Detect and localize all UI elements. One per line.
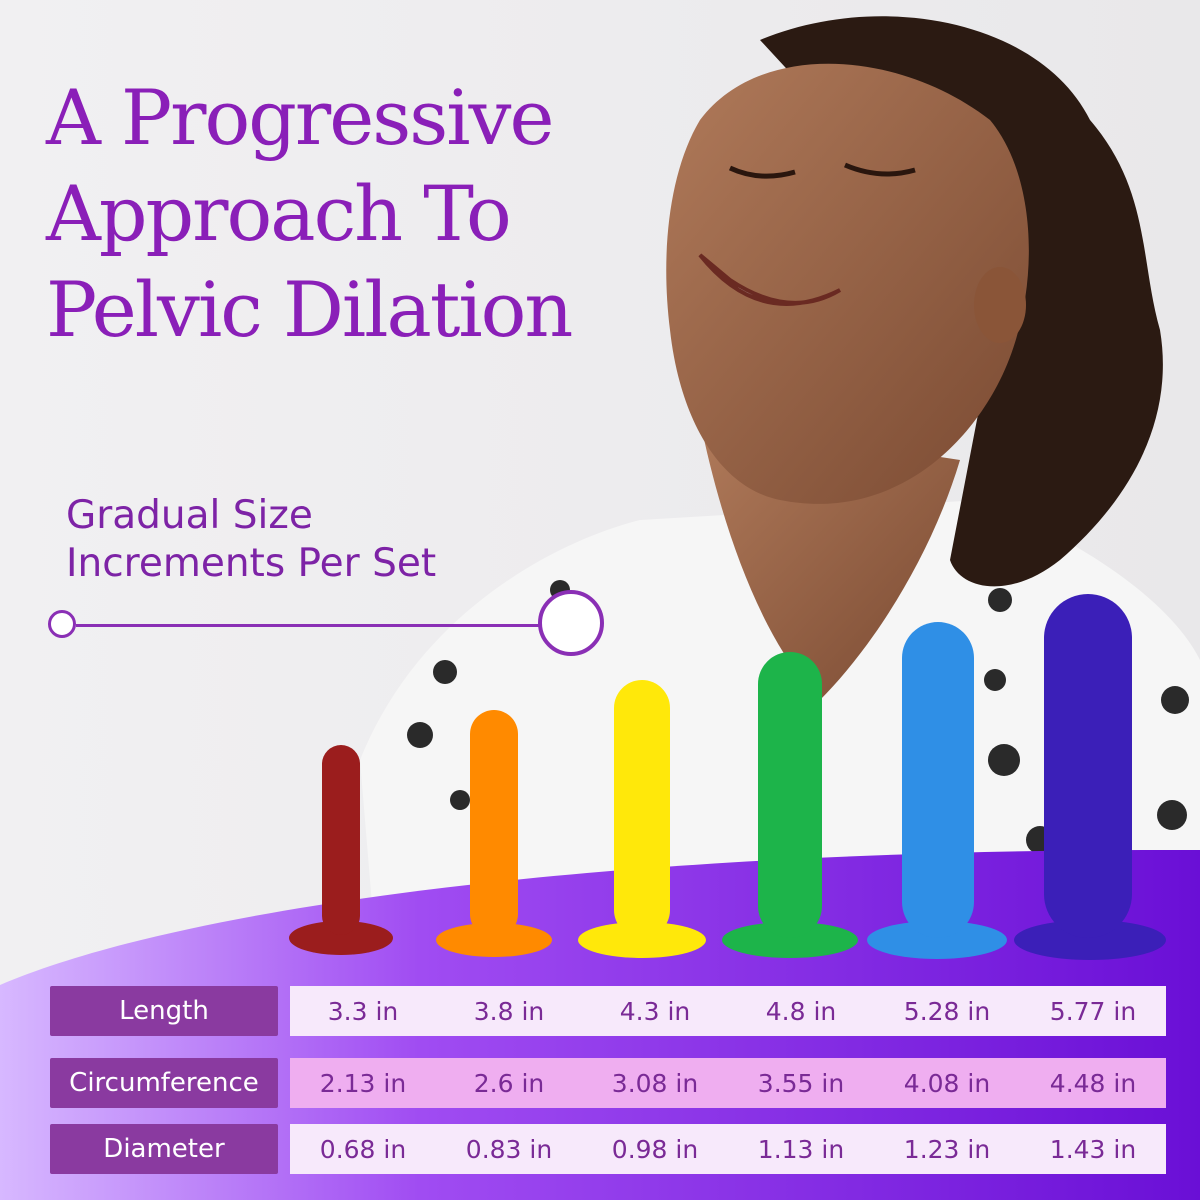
- table-cell: 1.23 in: [903, 1134, 991, 1164]
- table-cell: 3.08 in: [611, 1068, 699, 1098]
- table-cell: 2.13 in: [319, 1068, 407, 1098]
- row-label-circumference: Circumference: [50, 1058, 278, 1108]
- subhead: Gradual Size Increments Per Set: [66, 492, 586, 588]
- table-cell: 5.28 in: [903, 996, 991, 1026]
- table-cell: 0.83 in: [465, 1134, 553, 1164]
- dilator-2: [436, 710, 552, 957]
- table-cell: 1.43 in: [1049, 1134, 1137, 1164]
- table-row-length: Length 3.3 in 3.8 in 4.3 in 4.8 in 5.28 …: [50, 986, 1166, 1036]
- row-label-diameter: Diameter: [50, 1124, 278, 1174]
- row-values-diameter: 0.68 in 0.83 in 0.98 in 1.13 in 1.23 in …: [290, 1124, 1166, 1174]
- dilator-1: [289, 745, 393, 955]
- subhead-line-2: Increments Per Set: [66, 541, 437, 586]
- table-row-circumference: Circumference 2.13 in 2.6 in 3.08 in 3.5…: [50, 1058, 1166, 1108]
- size-slider-graphic: [46, 590, 608, 660]
- table-cell: 0.68 in: [319, 1134, 407, 1164]
- table-cell: 5.77 in: [1049, 996, 1137, 1026]
- table-cell: 1.13 in: [757, 1134, 845, 1164]
- table-cell: 3.8 in: [473, 996, 545, 1026]
- row-values-circumference: 2.13 in 2.6 in 3.08 in 3.55 in 4.08 in 4…: [290, 1058, 1166, 1108]
- table-cell: 4.08 in: [903, 1068, 991, 1098]
- slider-knob-large: [538, 590, 604, 656]
- table-cell: 3.3 in: [327, 996, 399, 1026]
- row-values-length: 3.3 in 3.8 in 4.3 in 4.8 in 5.28 in 5.77…: [290, 986, 1166, 1036]
- headline-line-1: A Progressive: [46, 73, 554, 162]
- table-cell: 2.6 in: [473, 1068, 545, 1098]
- table-cell: 4.8 in: [765, 996, 837, 1026]
- slider-track: [76, 624, 546, 627]
- table-cell: 3.55 in: [757, 1068, 845, 1098]
- table-row-diameter: Diameter 0.68 in 0.83 in 0.98 in 1.13 in…: [50, 1124, 1166, 1174]
- slider-knob-small: [48, 610, 76, 638]
- row-label-length: Length: [50, 986, 278, 1036]
- dilator-3: [578, 680, 706, 958]
- dilator-5: [867, 622, 1007, 959]
- headline-line-3: Pelvic Dilation: [46, 265, 573, 354]
- table-cell: 0.98 in: [611, 1134, 699, 1164]
- dilator-4: [722, 652, 858, 958]
- dilator-6: [1014, 594, 1166, 960]
- subhead-line-1: Gradual Size: [66, 493, 313, 538]
- table-cell: 4.3 in: [619, 996, 691, 1026]
- table-cell: 4.48 in: [1049, 1068, 1137, 1098]
- headline-line-2: Approach To: [46, 169, 512, 258]
- headline: A Progressive Approach To Pelvic Dilatio…: [46, 70, 666, 358]
